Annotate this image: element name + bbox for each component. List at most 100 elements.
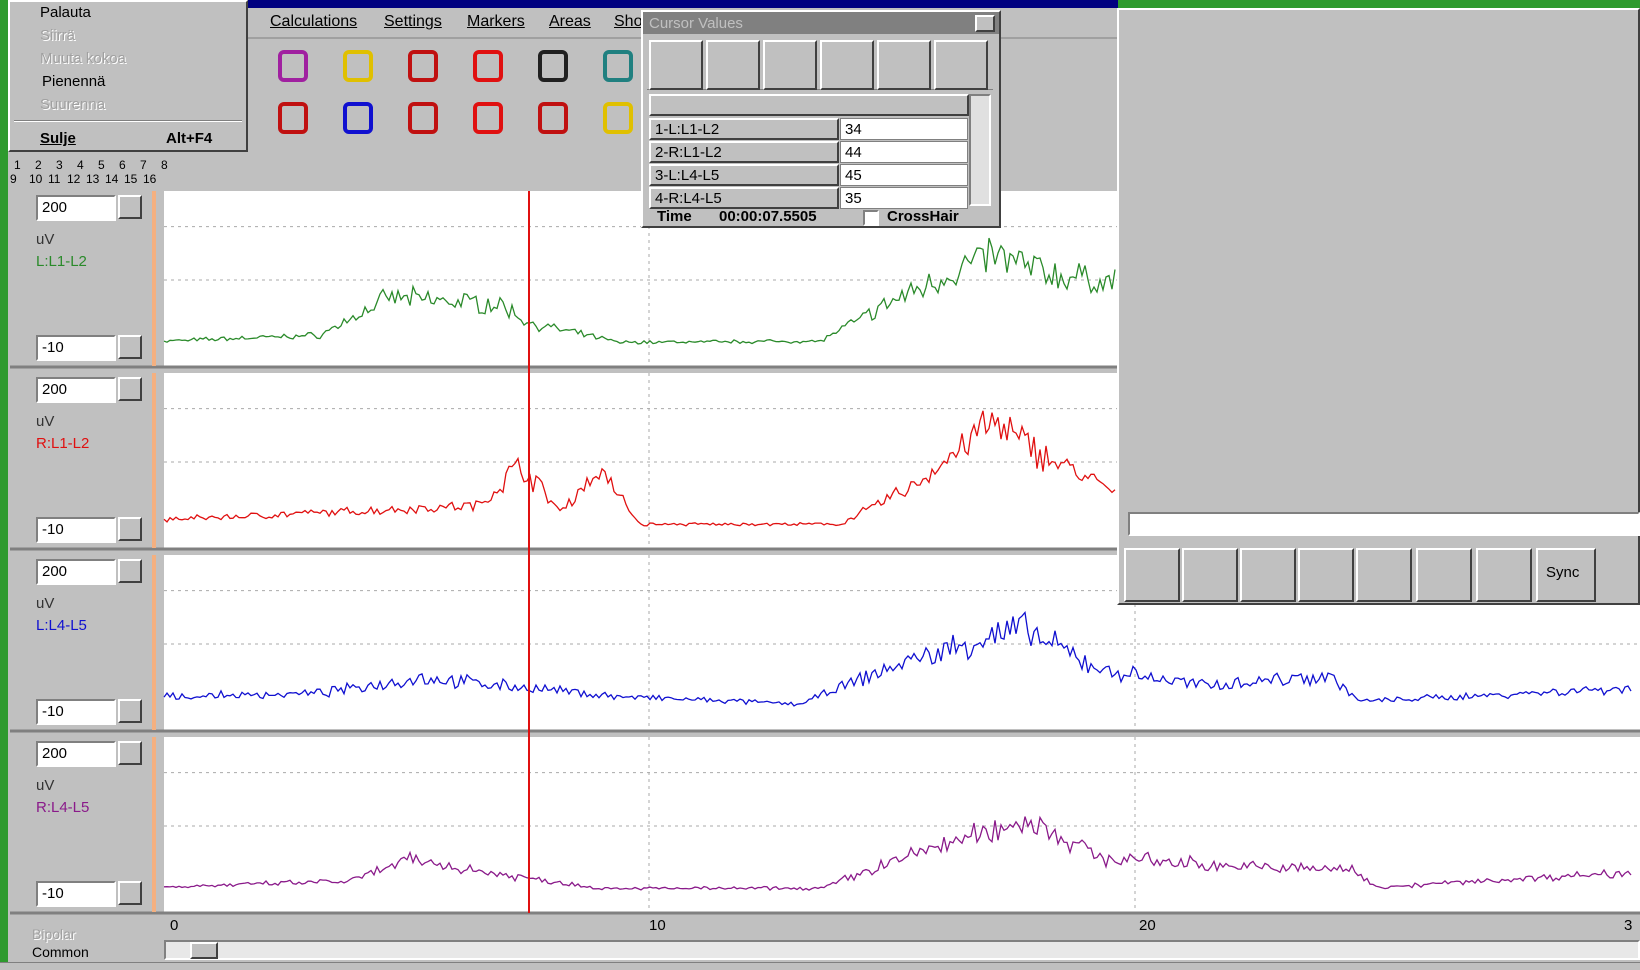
- channel-number[interactable]: 16: [143, 172, 157, 186]
- media-button[interactable]: [1476, 548, 1532, 602]
- toolbar-button[interactable]: [530, 46, 576, 86]
- toolbar-icon: [278, 102, 308, 134]
- scrollbar[interactable]: [969, 94, 991, 206]
- cursor-tool-button[interactable]: [649, 40, 703, 90]
- channel-number[interactable]: 11: [48, 172, 61, 186]
- montage-option[interactable]: Common: [32, 944, 89, 960]
- emg-trace: [163, 610, 1632, 707]
- emg-trace: [163, 410, 1116, 527]
- time-axis: [164, 918, 1640, 938]
- menu-item[interactable]: Markers: [467, 13, 525, 30]
- menu-item[interactable]: Sulje: [40, 130, 76, 147]
- video-slider[interactable]: [1128, 512, 1640, 536]
- toolbar-button[interactable]: [400, 98, 446, 138]
- crosshair-checkbox[interactable]: [863, 210, 879, 226]
- channel-number[interactable]: 10: [29, 172, 43, 186]
- media-button[interactable]: [1416, 548, 1472, 602]
- close-button[interactable]: [975, 15, 995, 32]
- scale-strip: [152, 737, 156, 912]
- media-button[interactable]: [1124, 548, 1180, 602]
- unit-label: uV: [36, 413, 55, 430]
- toolbar-button[interactable]: [335, 98, 381, 138]
- sync-button[interactable]: Sync: [1536, 548, 1596, 602]
- cursor-tool-button[interactable]: [706, 40, 760, 90]
- channel-number[interactable]: 8: [161, 158, 168, 172]
- toolbar-button[interactable]: [335, 46, 381, 86]
- h-scrollbar[interactable]: [164, 940, 1640, 960]
- max-input[interactable]: 200: [36, 741, 116, 767]
- time-tick-label: 3: [1624, 917, 1633, 934]
- toolbar-button[interactable]: [530, 98, 576, 138]
- channel-number[interactable]: 4: [77, 158, 84, 172]
- toolbar-icon: [278, 50, 308, 82]
- cursor-tool-button[interactable]: [877, 40, 931, 90]
- spin-button[interactable]: [118, 377, 142, 401]
- spin-button[interactable]: [118, 741, 142, 765]
- channel-number[interactable]: 2: [35, 158, 42, 172]
- menu-item[interactable]: Calculations: [270, 13, 358, 30]
- menu-item[interactable]: Areas: [549, 13, 591, 30]
- unit-label: uV: [36, 231, 55, 248]
- montage-option[interactable]: Bipolar: [32, 926, 76, 942]
- menu-item[interactable]: Pienennä: [42, 73, 106, 90]
- toolbar-icon: [538, 102, 568, 134]
- max-input[interactable]: 200: [36, 377, 116, 403]
- media-button[interactable]: [1298, 548, 1354, 602]
- max-input[interactable]: 200: [36, 195, 116, 221]
- min-input[interactable]: -10: [36, 881, 116, 907]
- media-button[interactable]: [1182, 548, 1238, 602]
- toolbar-button[interactable]: [595, 46, 641, 86]
- channel-number[interactable]: 12: [67, 172, 81, 186]
- spin-button[interactable]: [118, 335, 142, 359]
- menu-item[interactable]: Settings: [384, 13, 442, 30]
- channel-number[interactable]: 15: [124, 172, 138, 186]
- menu-item[interactable]: Palauta: [40, 4, 91, 21]
- channel-number[interactable]: 9: [10, 172, 17, 186]
- cursor-tool-button[interactable]: [763, 40, 817, 90]
- channel-number[interactable]: 3: [56, 158, 63, 172]
- cursor-tool-button[interactable]: [934, 40, 988, 90]
- plot-panel: [164, 737, 1640, 912]
- toolbar-button[interactable]: [595, 98, 641, 138]
- max-input[interactable]: 200: [36, 559, 116, 585]
- toolbar-button[interactable]: [465, 98, 511, 138]
- menu-separator: [14, 120, 242, 122]
- media-button[interactable]: [1240, 548, 1296, 602]
- menu-item: Muuta kokoa: [40, 50, 126, 67]
- crosshair-label: CrossHair: [887, 208, 959, 225]
- spin-button[interactable]: [118, 517, 142, 541]
- row-value: 44: [840, 141, 968, 163]
- spin-button[interactable]: [118, 559, 142, 583]
- min-input[interactable]: -10: [36, 517, 116, 543]
- row-channel: 1-L:L1-L2: [649, 118, 839, 140]
- system-menu: Palauta Siirrä Muuta kokoa Pienennä Suurenna…: [8, 0, 248, 152]
- time-tick-label: 10: [649, 917, 666, 934]
- toolbar-icon: [343, 50, 373, 82]
- channel-number[interactable]: 1: [14, 158, 21, 172]
- channel-number[interactable]: 6: [119, 158, 126, 172]
- spin-button[interactable]: [118, 881, 142, 905]
- spin-button[interactable]: [118, 195, 142, 219]
- channel-number[interactable]: 14: [105, 172, 119, 186]
- min-input[interactable]: -10: [36, 699, 116, 725]
- toolbar-button[interactable]: [270, 98, 316, 138]
- channel-number[interactable]: 7: [140, 158, 147, 172]
- unit-label: uV: [36, 595, 55, 612]
- row-channel: 2-R:L1-L2: [649, 141, 839, 163]
- channel-number[interactable]: 13: [86, 172, 100, 186]
- toolbar-button[interactable]: [465, 46, 511, 86]
- window-title: Cursor Values: [643, 12, 999, 34]
- cursor-tool-button[interactable]: [820, 40, 874, 90]
- toolbar-button[interactable]: [270, 46, 316, 86]
- time-label: Time: [657, 208, 692, 225]
- row-value: 35: [840, 187, 968, 209]
- channel-number[interactable]: 5: [98, 158, 105, 172]
- toolbar-button[interactable]: [400, 46, 446, 86]
- spin-button[interactable]: [118, 699, 142, 723]
- media-button[interactable]: [1356, 548, 1412, 602]
- min-input[interactable]: -10: [36, 335, 116, 361]
- menu-item[interactable]: Sho: [614, 13, 643, 30]
- scroll-thumb[interactable]: [190, 942, 218, 959]
- status-bar: [0, 962, 1640, 970]
